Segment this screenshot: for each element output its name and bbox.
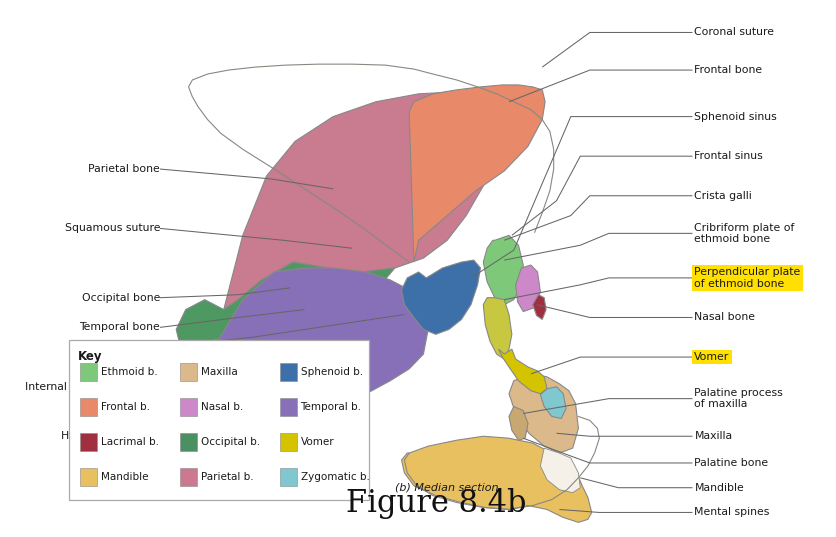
Text: Vomer: Vomer <box>300 437 334 447</box>
Polygon shape <box>212 268 428 409</box>
Bar <box>80 363 97 381</box>
Bar <box>80 468 97 486</box>
Polygon shape <box>498 349 547 394</box>
Text: Coronal suture: Coronal suture <box>695 27 774 38</box>
Text: Figure 8.4b: Figure 8.4b <box>345 488 526 519</box>
Text: Vomer: Vomer <box>695 352 730 362</box>
Text: Squamous suture: Squamous suture <box>64 223 160 234</box>
Polygon shape <box>540 387 566 418</box>
Text: Frontal bone: Frontal bone <box>695 65 762 75</box>
Text: Ethmoid b.: Ethmoid b. <box>101 367 157 377</box>
Bar <box>279 398 297 416</box>
Text: Hypoglossal canal: Hypoglossal canal <box>61 431 160 441</box>
Text: Zygomatic b.: Zygomatic b. <box>300 472 370 482</box>
Bar <box>180 363 197 381</box>
Polygon shape <box>224 92 499 309</box>
Text: Parietal b.: Parietal b. <box>201 472 253 482</box>
Bar <box>180 398 197 416</box>
Polygon shape <box>516 265 540 311</box>
Text: Sella turcica: Sella turcica <box>93 342 160 352</box>
Bar <box>180 433 197 451</box>
Polygon shape <box>401 436 592 523</box>
Text: Mandible: Mandible <box>695 483 744 493</box>
Polygon shape <box>409 85 545 262</box>
Text: Nasal bone: Nasal bone <box>695 313 756 323</box>
Text: Temporal b.: Temporal b. <box>300 402 361 412</box>
Polygon shape <box>509 374 579 453</box>
Text: Maxilla: Maxilla <box>201 367 237 377</box>
Bar <box>80 433 97 451</box>
Text: Maxilla: Maxilla <box>695 431 732 441</box>
Text: Frontal b.: Frontal b. <box>101 402 150 412</box>
Text: Frontal sinus: Frontal sinus <box>695 151 763 161</box>
Text: Crista galli: Crista galli <box>695 191 752 201</box>
Polygon shape <box>540 448 580 492</box>
Polygon shape <box>176 262 395 359</box>
Bar <box>69 340 369 499</box>
Text: Occipital b.: Occipital b. <box>201 437 260 447</box>
Polygon shape <box>483 235 523 304</box>
Text: Occipital bone: Occipital bone <box>82 293 160 303</box>
Text: Palatine bone: Palatine bone <box>695 458 768 468</box>
Text: (b) Median section: (b) Median section <box>395 483 499 493</box>
Polygon shape <box>483 297 512 359</box>
Text: Perpendicular plate
of ethmoid bone: Perpendicular plate of ethmoid bone <box>695 267 801 289</box>
Bar <box>180 468 197 486</box>
Text: Sphenoid sinus: Sphenoid sinus <box>695 112 777 121</box>
Text: Lacrimal b.: Lacrimal b. <box>101 437 159 447</box>
Polygon shape <box>533 295 546 320</box>
Text: Palatine process
of maxilla: Palatine process of maxilla <box>695 388 783 409</box>
Text: Sphenoid b.: Sphenoid b. <box>300 367 363 377</box>
Bar <box>279 363 297 381</box>
Text: Mandible: Mandible <box>101 472 148 482</box>
Text: Cribriform plate of
ethmoid bone: Cribriform plate of ethmoid bone <box>695 222 795 244</box>
Text: Internal acoustic meatus: Internal acoustic meatus <box>25 382 160 392</box>
Bar <box>279 468 297 486</box>
Bar <box>80 398 97 416</box>
Polygon shape <box>401 260 481 335</box>
Text: Parietal bone: Parietal bone <box>89 164 160 174</box>
Bar <box>279 433 297 451</box>
Text: Jugular foramen: Jugular foramen <box>73 409 160 418</box>
Text: Mental spines: Mental spines <box>695 507 770 518</box>
Text: Temporal bone: Temporal bone <box>79 322 160 332</box>
Text: Nasal b.: Nasal b. <box>201 402 243 412</box>
Text: Key: Key <box>78 350 103 363</box>
Text: Lambdoid suture: Lambdoid suture <box>68 362 160 372</box>
Polygon shape <box>509 407 528 440</box>
